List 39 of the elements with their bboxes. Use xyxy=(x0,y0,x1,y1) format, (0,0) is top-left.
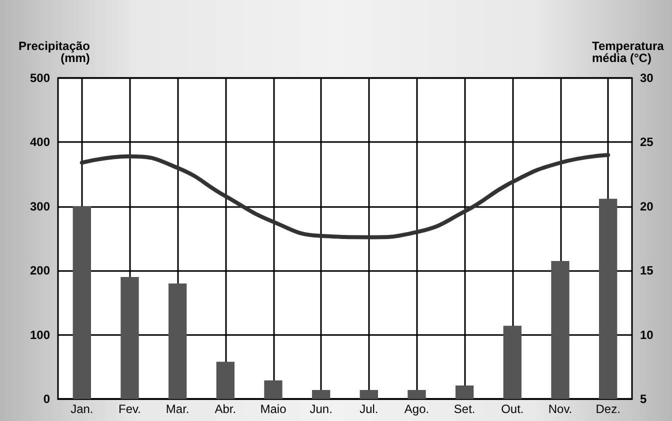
y-tick-label: 0 xyxy=(43,392,50,406)
y2-tick-label: 15 xyxy=(640,264,654,278)
y-tick-label: 400 xyxy=(30,135,50,150)
y-tick-label: 300 xyxy=(30,199,50,214)
y2-tick-label: 30 xyxy=(640,71,654,85)
bar xyxy=(551,260,570,399)
x-tick-label: Jul. xyxy=(360,402,378,416)
bar xyxy=(264,380,282,399)
y2-tick-label: 20 xyxy=(640,199,654,214)
x-tick-label: Jun. xyxy=(310,402,332,416)
x-tick-label: Jan. xyxy=(70,402,94,416)
x-tick-label: Nov. xyxy=(548,402,572,416)
bar xyxy=(312,390,330,399)
x-tick-label: Set. xyxy=(454,402,476,416)
x-tick-label: Mar. xyxy=(166,402,190,416)
y-axis-title: Precipitação (mm) xyxy=(18,39,90,65)
x-tick-label: Fev. xyxy=(118,402,141,416)
y-tick-label: 500 xyxy=(30,71,50,85)
x-tick-label: Ago. xyxy=(404,402,430,416)
bar xyxy=(216,362,235,399)
y-tick-label: 200 xyxy=(30,264,50,278)
line-series xyxy=(80,153,610,240)
bar xyxy=(455,386,474,399)
bar xyxy=(168,283,187,399)
x-tick-label: Dez. xyxy=(596,402,620,416)
x-tick-label: Abr. xyxy=(214,402,236,416)
bar xyxy=(503,326,522,399)
y2-tick-label: 25 xyxy=(640,135,654,150)
bar xyxy=(598,198,618,399)
bar xyxy=(408,390,426,399)
x-tick-label: Out. xyxy=(501,402,524,416)
y-tick-label: 100 xyxy=(30,328,50,342)
bar xyxy=(120,277,139,399)
bar xyxy=(360,390,378,399)
y2-tick-label: 5 xyxy=(640,392,647,406)
bar xyxy=(72,206,92,399)
x-tick-label: Maio xyxy=(260,402,287,416)
y2-axis-title: Temperatura média (°C) xyxy=(592,39,664,65)
y2-tick-label: 10 xyxy=(640,328,654,342)
